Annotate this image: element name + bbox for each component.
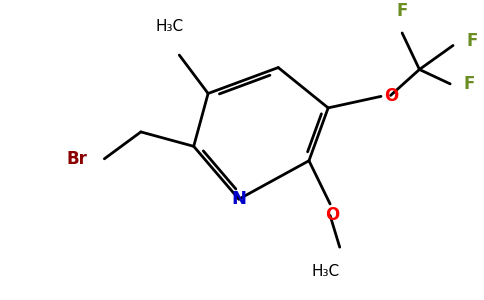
- Text: O: O: [384, 87, 398, 105]
- Text: Br: Br: [66, 150, 87, 168]
- Text: N: N: [231, 190, 246, 208]
- Text: F: F: [396, 2, 408, 20]
- Text: F: F: [467, 32, 478, 50]
- Text: O: O: [325, 206, 339, 224]
- Text: F: F: [464, 75, 475, 93]
- Text: H₃C: H₃C: [311, 265, 339, 280]
- Text: H₃C: H₃C: [156, 19, 184, 34]
